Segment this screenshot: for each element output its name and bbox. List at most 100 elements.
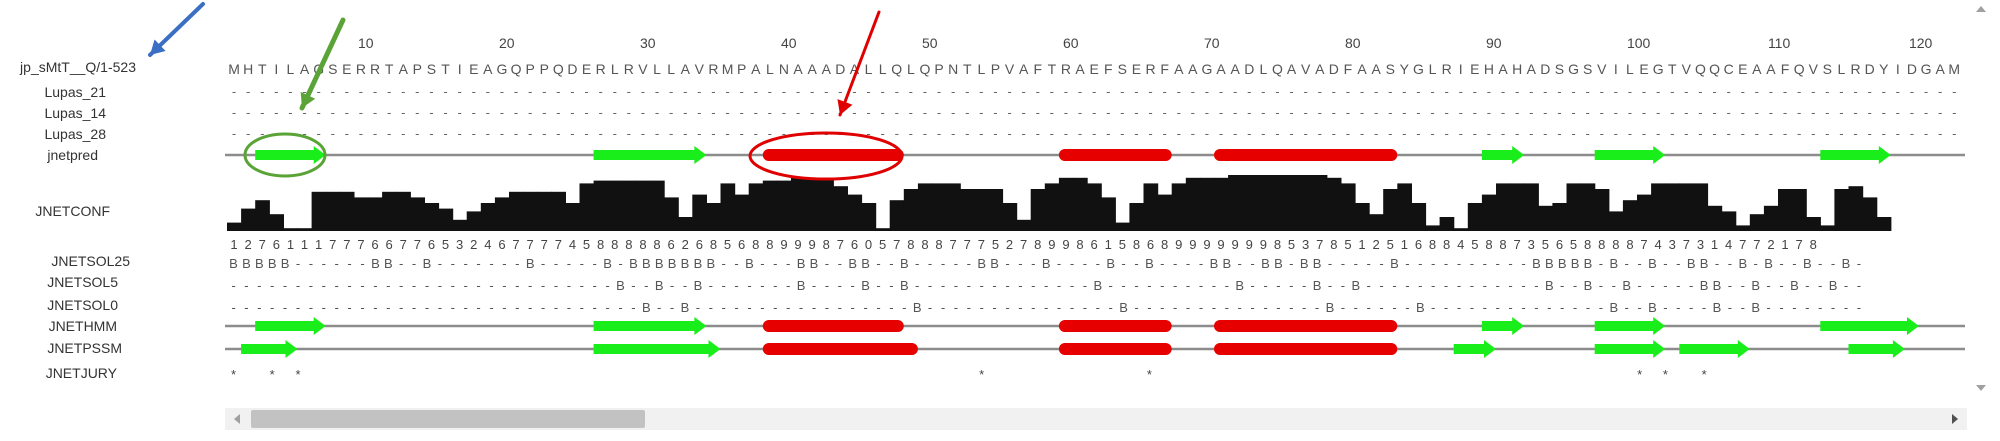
jnetconf-bar [1665, 183, 1680, 231]
jnetpssm-strand [1848, 340, 1905, 358]
jnetjury-star: * [231, 367, 236, 382]
jnethmm-label[interactable]: JNETHMM [48, 318, 117, 334]
lupas-dash: - [1656, 84, 1660, 99]
jnetconf-bar [1058, 177, 1074, 231]
jnetconf-digit: 7 [343, 237, 350, 252]
lupas-dash: - [1050, 105, 1054, 120]
lupas-14-label[interactable]: Lupas_14 [44, 105, 106, 121]
jnetjury-label[interactable]: JNETJURY [45, 365, 117, 381]
jnetsol0-label[interactable]: JNETSOL0 [47, 297, 118, 313]
lupas-dash: - [1416, 84, 1420, 99]
jnetsol5-char: B [1584, 278, 1593, 293]
lupas-dash: - [782, 84, 786, 99]
jnetsol25-char: - [838, 256, 842, 271]
jnetsol5-label[interactable]: JNETSOL5 [47, 274, 118, 290]
horizontal-scrollbar[interactable] [225, 408, 1967, 430]
scroll-right-icon[interactable] [1947, 411, 1963, 427]
jnetsol0-char: - [928, 300, 932, 315]
jnetsol0-char: - [941, 300, 945, 315]
vertical-scrollbar[interactable] [1970, 0, 1992, 400]
jnetsol25-char: B [990, 256, 999, 271]
jnetconf-bar [523, 191, 538, 231]
lupas-dash: - [1021, 126, 1025, 141]
horizontal-scroll-thumb[interactable] [251, 410, 645, 428]
jnetconf-bar [1749, 214, 1765, 231]
jnetsol0-char: - [992, 300, 996, 315]
lupas-dash: - [838, 105, 842, 120]
jnetconf-bar [847, 194, 863, 231]
jnetconf-digit: 7 [512, 237, 519, 252]
jnetconf-bar [396, 191, 411, 231]
jnetsol5-char: - [1160, 278, 1164, 293]
lupas-dash: - [1867, 84, 1871, 99]
jnetconf-bar [621, 180, 637, 231]
jnetsol0-char: - [1766, 300, 1770, 315]
lupas-dash: - [1318, 105, 1322, 120]
jnetsol25-char: - [347, 256, 351, 271]
jnetsol5-char: - [1818, 278, 1822, 293]
jnetsol5-char: - [451, 278, 455, 293]
scroll-down-icon[interactable] [1976, 385, 1986, 391]
scroll-left-icon[interactable] [229, 411, 245, 427]
jnetsol5-char: - [1276, 278, 1280, 293]
sequence-residue: L [907, 61, 915, 77]
jnetsol0-char: - [1508, 300, 1512, 315]
lupas-dash: - [1261, 84, 1265, 99]
sequence-residue: Y [1400, 61, 1410, 77]
lupas-dash: - [1346, 105, 1350, 120]
jnetsol25-char: - [1379, 256, 1383, 271]
jnetsol25-label[interactable]: JNETSOL25 [51, 253, 130, 269]
lupas-dash: - [655, 126, 659, 141]
jnetpred-label[interactable]: jnetpred [47, 147, 98, 163]
jnetconf-digit: 9 [1203, 237, 1210, 252]
jnetsol5-char: - [1173, 278, 1177, 293]
lupas-dash: - [528, 84, 532, 99]
jnetsol5-char: - [825, 278, 829, 293]
jnetsol0-char: - [1302, 300, 1306, 315]
scroll-up-icon[interactable] [1976, 6, 1986, 12]
jnetconf-digit: 8 [1076, 237, 1083, 252]
jnetconf-bar [1101, 197, 1116, 231]
lupas-dash: - [1162, 84, 1166, 99]
ruler-tick-label: 10 [358, 35, 374, 51]
jnetconf-bar [1284, 175, 1300, 231]
lupas-dash: - [387, 105, 391, 120]
jnetsol25-char: - [1754, 256, 1758, 271]
ruler-tick-label: 20 [499, 35, 515, 51]
jnetsol0-char: - [309, 300, 313, 315]
lupas-dash: - [1656, 105, 1660, 120]
jnetpssm-label[interactable]: JNETPSSM [47, 340, 122, 356]
jnetsol25-char: B [1300, 256, 1309, 271]
sequence-residue: A [1230, 61, 1240, 77]
jnetconf-label[interactable]: JNETCONF [35, 203, 110, 219]
jnetjury-star: * [1637, 367, 1642, 382]
jnetconf-bar [692, 194, 707, 231]
lupas-dash: - [1712, 105, 1716, 120]
lupas-dash: - [1910, 105, 1914, 120]
lupas-21-label[interactable]: Lupas_21 [44, 84, 106, 100]
sequence-residue: P [525, 61, 534, 77]
lupas-dash: - [598, 105, 602, 120]
jnetconf-bar [988, 189, 1004, 231]
sequence-residue: R [1061, 61, 1071, 77]
lupas-dash: - [514, 126, 518, 141]
jnetconf-digit: 5 [992, 237, 999, 252]
ruler-tick-label: 110 [1768, 35, 1791, 51]
jnetsol25-char: B [1584, 256, 1593, 271]
jnetsol25-char: - [889, 256, 893, 271]
lupas-dash: - [1205, 126, 1209, 141]
lupas-dash: - [556, 126, 560, 141]
lupas-dash: - [1924, 84, 1928, 99]
lupas-28-label[interactable]: Lupas_28 [44, 126, 106, 142]
jnetsol25-char: B [229, 256, 238, 271]
jnetpssm-helix [1214, 343, 1398, 355]
jnetsol25-char: B [706, 256, 715, 271]
lupas-dash: - [1726, 105, 1730, 120]
jnetconf-bar [1087, 183, 1102, 231]
lupas-dash: - [1205, 84, 1209, 99]
jnetconf-digit: 1 [315, 237, 322, 252]
sequence-residue: L [667, 61, 675, 77]
jnetconf-bar [593, 180, 609, 231]
sequence-id-label[interactable]: jp_sMtT__Q/1-523 [20, 59, 136, 75]
